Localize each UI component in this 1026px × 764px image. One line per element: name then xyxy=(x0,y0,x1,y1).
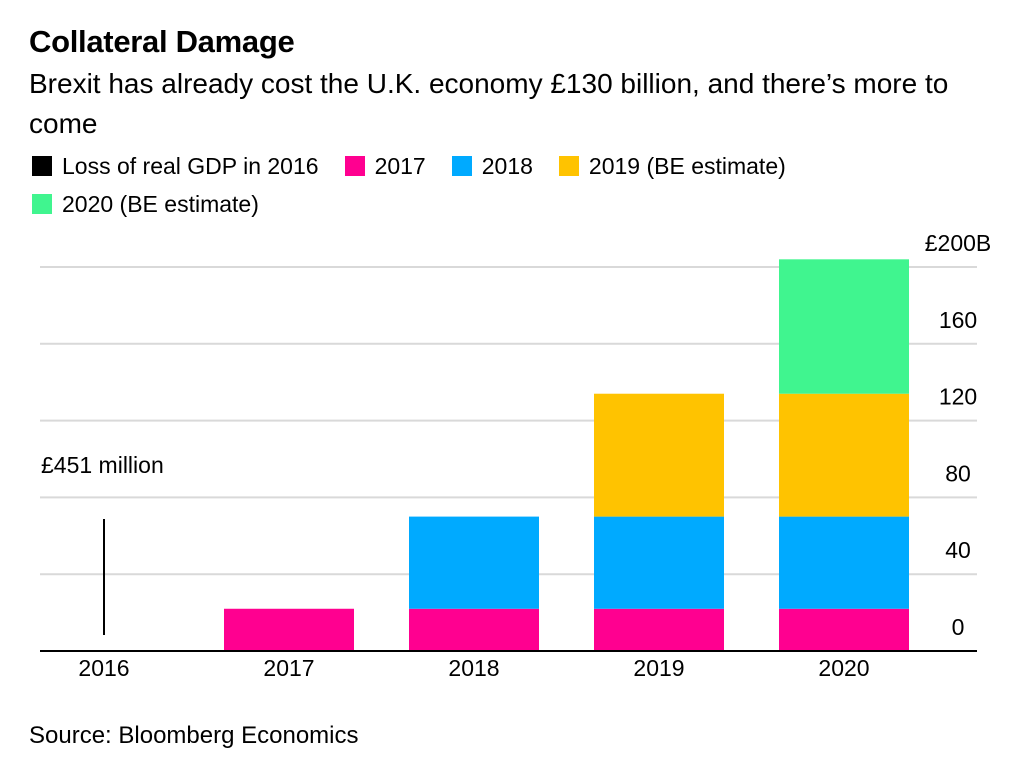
legend-item: 2017 xyxy=(344,152,426,180)
y-tick-label: 160 xyxy=(939,307,977,333)
legend-swatch xyxy=(32,156,52,176)
x-tick-label: 2017 xyxy=(263,655,314,681)
y-tick-label: 80 xyxy=(945,460,971,486)
x-tick-label: 2018 xyxy=(448,655,499,681)
legend-item: Loss of real GDP in 2016 xyxy=(32,152,319,180)
bar-segment xyxy=(779,608,909,651)
legend-swatch xyxy=(451,156,472,176)
legend-swatch xyxy=(32,194,52,214)
annotation-2016: £451 million xyxy=(41,452,164,478)
legend-item: 2018 xyxy=(451,152,533,180)
legend-item: 2019 (BE estimate) xyxy=(558,152,786,180)
y-tick-label: £200B xyxy=(925,230,992,256)
chart-title: Collateral Damage xyxy=(29,24,295,59)
bar-segment xyxy=(779,259,909,394)
bar-segment xyxy=(594,393,724,517)
y-tick-label: 40 xyxy=(945,537,971,563)
legend-label: 2017 xyxy=(374,152,426,179)
x-tick-label: 2020 xyxy=(818,655,869,681)
bar-segment xyxy=(224,608,354,651)
bar-segment xyxy=(409,516,539,609)
y-tick-label: 0 xyxy=(952,614,965,640)
legend-label: 2019 (BE estimate) xyxy=(588,152,786,179)
x-tick-label: 2016 xyxy=(78,655,129,681)
bar-segment xyxy=(594,516,724,609)
bar-segment xyxy=(594,608,724,651)
source-note: Source: Bloomberg Economics xyxy=(29,722,359,749)
legend-swatch xyxy=(558,156,579,176)
y-tick-label: 120 xyxy=(939,384,977,410)
chart-legend: Loss of real GDP in 2016 2017 2018 2019 (BE… xyxy=(32,152,992,218)
legend-label: 2020 (BE estimate) xyxy=(62,190,259,217)
legend-item: 2020 (BE estimate) xyxy=(32,190,259,218)
legend-label: Loss of real GDP in 2016 xyxy=(62,152,319,179)
x-tick-label: 2019 xyxy=(633,655,684,681)
bar-segment xyxy=(409,608,539,651)
legend-label: 2018 xyxy=(481,152,533,179)
bar-segment xyxy=(779,516,909,609)
bar-segment xyxy=(779,393,909,517)
chart-subtitle: Brexit has already cost the U.K. economy… xyxy=(29,68,949,139)
legend-swatch xyxy=(344,156,365,176)
